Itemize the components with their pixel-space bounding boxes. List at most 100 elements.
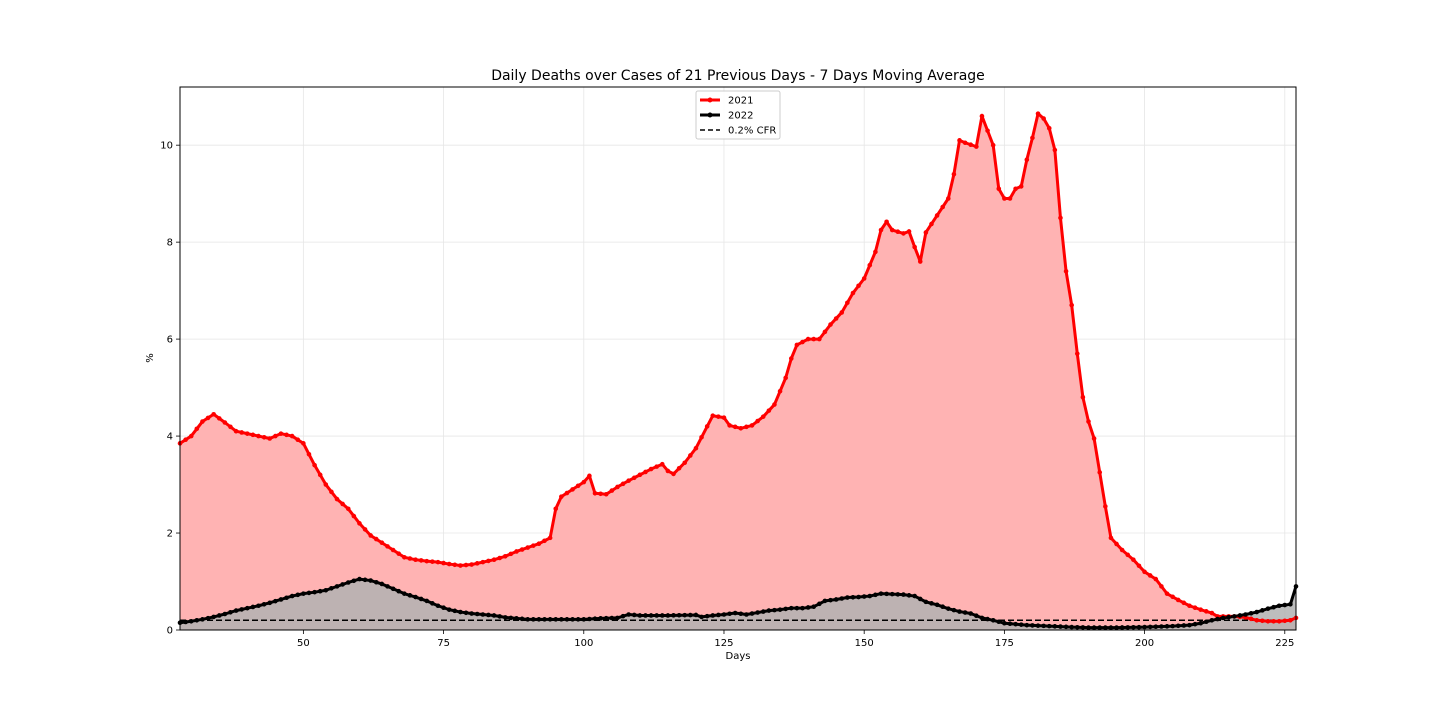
data-point-2022 (1108, 625, 1114, 630)
data-point-2021 (463, 562, 469, 568)
data-point-2022 (317, 588, 323, 594)
data-point-2022 (659, 613, 665, 618)
data-point-2021 (772, 402, 777, 407)
data-point-2022 (1164, 624, 1170, 629)
data-point-2021 (1080, 394, 1086, 400)
data-point-2021 (839, 310, 845, 315)
data-point-2021 (1203, 609, 1209, 614)
data-point-2021 (357, 521, 362, 526)
data-point-2021 (1248, 616, 1254, 622)
data-point-2022 (446, 607, 452, 612)
data-point-2022 (519, 616, 525, 622)
data-point-2022 (1215, 616, 1220, 622)
data-point-2021 (901, 231, 906, 236)
data-point-2021 (990, 142, 996, 148)
data-point-2021 (418, 558, 424, 563)
data-point-2021 (693, 445, 699, 451)
data-point-2022 (671, 613, 676, 618)
data-point-2022 (777, 607, 783, 612)
data-point-2022 (351, 578, 357, 584)
data-point-2021 (850, 290, 856, 296)
data-point-2022 (542, 617, 547, 622)
data-point-2022 (222, 611, 228, 617)
data-point-2021 (317, 472, 323, 478)
data-point-2022 (884, 591, 889, 597)
data-point-2021 (1288, 618, 1293, 623)
data-point-2022 (424, 598, 430, 604)
data-point-2021 (934, 213, 940, 218)
data-point-2021 (856, 283, 861, 289)
data-point-2022 (901, 592, 906, 597)
x-tick-label: 50 (297, 638, 310, 649)
data-point-2021 (598, 491, 603, 497)
data-point-2021 (424, 558, 430, 564)
data-point-2021 (968, 142, 974, 147)
data-point-2022 (1271, 604, 1276, 610)
data-point-2022 (256, 603, 261, 609)
data-point-2021 (273, 433, 278, 439)
data-point-2022 (1243, 612, 1248, 617)
data-point-2022 (772, 607, 777, 613)
data-point-2022 (284, 595, 289, 601)
data-point-2021 (430, 559, 435, 564)
data-point-2022 (923, 599, 929, 605)
data-point-2022 (1254, 609, 1260, 615)
data-point-2021 (1119, 547, 1125, 553)
data-point-2022 (267, 600, 273, 606)
data-point-2021 (688, 453, 693, 458)
data-point-2022 (766, 608, 772, 613)
data-point-2021 (1175, 597, 1181, 603)
data-point-2022 (273, 598, 278, 604)
data-point-2021 (817, 336, 822, 342)
data-point-2021 (486, 558, 491, 564)
data-point-2021 (200, 419, 205, 424)
data-point-2021 (1164, 591, 1170, 596)
data-point-2022 (856, 594, 861, 600)
data-point-2021 (559, 494, 564, 499)
data-point-2022 (906, 593, 912, 598)
data-point-2021 (1041, 116, 1046, 121)
data-point-2022 (1226, 614, 1231, 620)
data-point-2021 (469, 562, 474, 567)
data-point-2022 (631, 612, 637, 618)
data-point-2021 (654, 464, 659, 469)
data-point-2021 (1254, 618, 1260, 623)
data-point-2022 (301, 591, 306, 596)
data-point-2021 (721, 415, 727, 420)
data-point-2022 (615, 615, 620, 621)
data-point-2022 (850, 594, 856, 600)
data-point-2022 (1046, 623, 1052, 629)
data-point-2022 (295, 592, 301, 598)
data-point-2022 (1063, 624, 1069, 630)
data-point-2022 (1170, 623, 1175, 629)
series-area-2021 (180, 113, 1296, 631)
data-point-2021 (497, 555, 502, 561)
data-point-2021 (1046, 125, 1052, 131)
data-point-2021 (710, 413, 716, 419)
data-point-2022 (794, 605, 800, 611)
data-point-2021 (1131, 557, 1136, 562)
data-point-2022 (1175, 623, 1181, 629)
data-point-2022 (1119, 625, 1125, 630)
data-point-2022 (547, 617, 553, 622)
data-point-2022 (1282, 602, 1288, 608)
x-tick-label: 100 (574, 638, 593, 649)
data-point-2022 (648, 613, 654, 618)
data-point-2022 (1159, 624, 1164, 629)
data-point-2021 (278, 431, 284, 436)
data-point-2021 (413, 557, 418, 562)
data-point-2021 (295, 437, 301, 443)
data-point-2021 (289, 433, 295, 439)
data-point-2021 (659, 461, 665, 467)
data-point-2022 (968, 611, 974, 616)
data-point-2022 (1198, 620, 1203, 626)
legend: 2021 2022 0.2% CFR (695, 90, 781, 140)
data-point-2021 (1103, 504, 1108, 509)
data-point-2021 (1097, 470, 1103, 475)
data-point-2022 (800, 605, 805, 611)
data-point-2021 (547, 535, 553, 541)
x-tick-label: 125 (714, 638, 733, 649)
data-point-2022 (1187, 622, 1192, 628)
data-point-2022 (469, 611, 474, 616)
data-point-2021 (648, 466, 654, 472)
